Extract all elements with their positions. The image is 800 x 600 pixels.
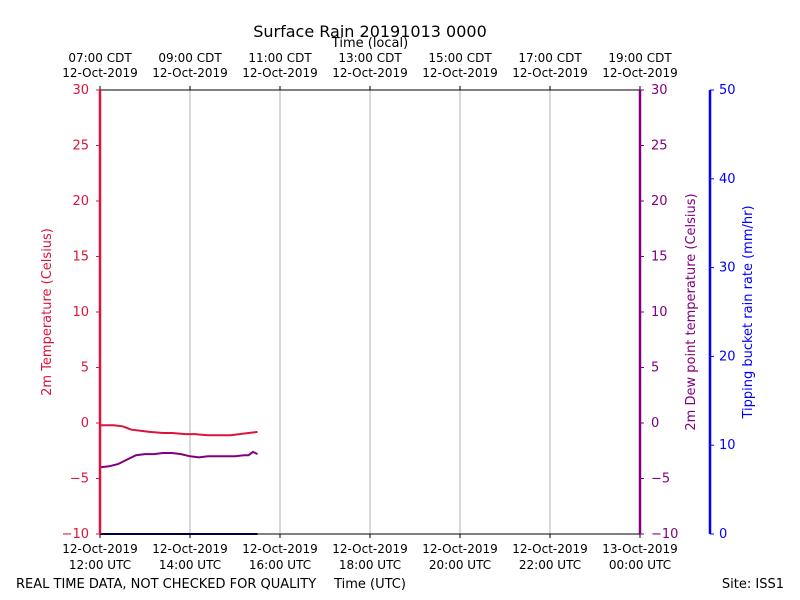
chart-title: Surface Rain 20191013 0000	[253, 22, 487, 41]
y-right1-tick-label: 15	[651, 250, 668, 265]
x-tick-label-local-date: 12-Oct-2019	[602, 66, 678, 80]
x-tick-label-local-time: 07:00 CDT	[68, 51, 132, 65]
y-right2-tick-label: 10	[719, 438, 736, 453]
series-line-2m-temperature	[100, 424, 258, 437]
x-tick-label-local-time: 13:00 CDT	[338, 51, 402, 65]
x-tick-label-utc-date: 12-Oct-2019	[242, 542, 318, 556]
y-left-tick-label: −10	[62, 527, 89, 542]
y-left-tick-label: 15	[72, 250, 89, 265]
y-left-tick-label: 20	[72, 194, 89, 209]
y-right1-label: 2m Dew point temperature (Celsius)	[684, 193, 699, 430]
y-right1-tick-label: 30	[651, 83, 668, 98]
x-tick-label-local-date: 12-Oct-2019	[62, 66, 138, 80]
x-tick-label-utc-date: 12-Oct-2019	[152, 542, 228, 556]
y-left-tick-label: 25	[72, 139, 89, 154]
y-right1-tick-label: 5	[651, 361, 659, 376]
y-left-tick-label: 30	[72, 83, 89, 98]
x-tick-label-utc-date: 12-Oct-2019	[422, 542, 498, 556]
x-tick-label-local-time: 19:00 CDT	[608, 51, 672, 65]
x-tick-label-local-date: 12-Oct-2019	[242, 66, 318, 80]
x-tick-label-utc-time: 18:00 UTC	[339, 558, 401, 572]
series-layer	[99, 424, 258, 535]
y-right1-tick-label: −5	[651, 472, 670, 487]
y-right2-tick-label: 20	[719, 349, 736, 364]
x-tick-label-utc-date: 12-Oct-2019	[62, 542, 138, 556]
y-left-tick-label: 5	[81, 361, 89, 376]
y-right1-tick-label: 25	[651, 139, 668, 154]
footer-left: REAL TIME DATA, NOT CHECKED FOR QUALITY	[16, 577, 316, 592]
x-tick-label-local-date: 12-Oct-2019	[512, 66, 588, 80]
y-left-tick-label: −5	[70, 472, 89, 487]
y-right1-tick-label: −10	[651, 527, 678, 542]
y-right2-tick-label: 50	[719, 83, 736, 98]
footer-right: Site: ISS1	[722, 577, 784, 592]
x-tick-label-utc-date: 12-Oct-2019	[512, 542, 588, 556]
x-tick-label-utc-time: 14:00 UTC	[159, 558, 221, 572]
x-tick-label-local-time: 15:00 CDT	[428, 51, 492, 65]
y-left-tick-label: 0	[81, 416, 89, 431]
y-right2-tick-label: 0	[719, 527, 727, 542]
x-tick-label-utc-time: 00:00 UTC	[609, 558, 671, 572]
y-right1-tick-label: 10	[651, 305, 668, 320]
y-right2-label: Tipping bucket rain rate (mm/hr)	[741, 205, 756, 419]
y-right1-tick-label: 0	[651, 416, 659, 431]
x-tick-label-utc-time: 16:00 UTC	[249, 558, 311, 572]
y-right1-tick-label: 20	[651, 194, 668, 209]
series-line-2m-dew-point-temperature	[99, 450, 258, 469]
y-right2-tick-label: 40	[719, 172, 736, 187]
x-axis-label: Time (UTC)	[333, 577, 406, 592]
x-tick-label-local-date: 12-Oct-2019	[422, 66, 498, 80]
x-tick-label-local-time: 17:00 CDT	[518, 51, 582, 65]
grid-layer	[189, 90, 551, 534]
x-tick-label-local-time: 11:00 CDT	[248, 51, 312, 65]
x-tick-label-utc-time: 12:00 UTC	[69, 558, 131, 572]
x-tick-label-local-time: 09:00 CDT	[158, 51, 222, 65]
top-axis-label: Time (local)	[331, 36, 408, 51]
y-left-label: 2m Temperature (Celsius)	[40, 228, 55, 396]
x-tick-label-utc-time: 22:00 UTC	[519, 558, 581, 572]
x-tick-label-local-date: 12-Oct-2019	[152, 66, 228, 80]
x-tick-label-utc-time: 20:00 UTC	[429, 558, 491, 572]
y-right2-tick-label: 30	[719, 261, 736, 276]
x-tick-label-utc-date: 13-Oct-2019	[602, 542, 678, 556]
x-tick-label-utc-date: 12-Oct-2019	[332, 542, 408, 556]
x-tick-label-local-date: 12-Oct-2019	[332, 66, 408, 80]
y-left-tick-label: 10	[72, 305, 89, 320]
